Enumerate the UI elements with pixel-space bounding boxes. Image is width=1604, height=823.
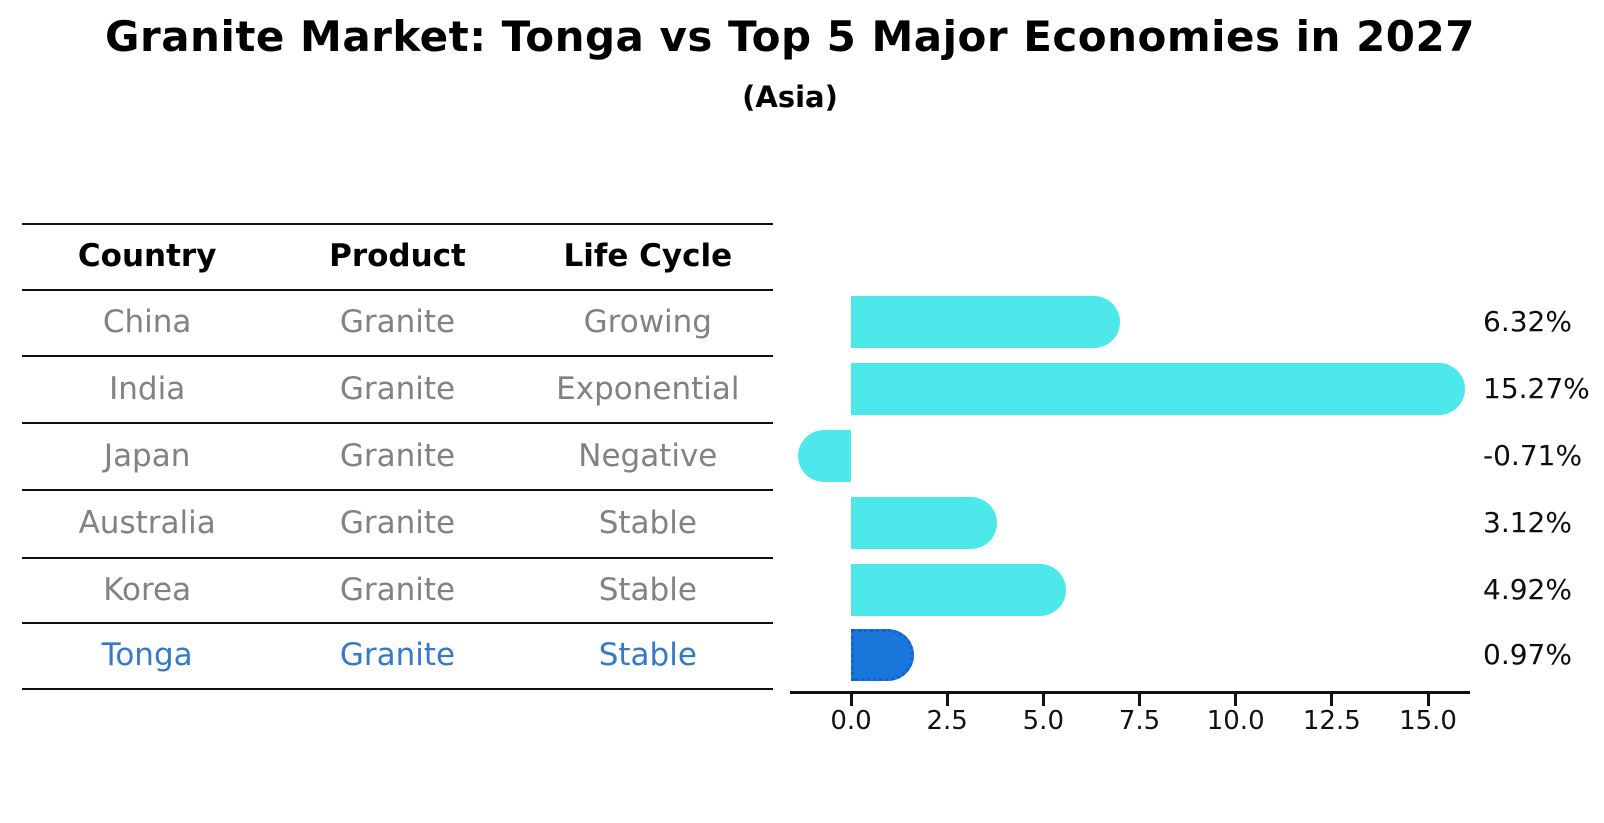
x-axis-tick [1330, 694, 1334, 706]
x-axis-tick [1041, 694, 1045, 706]
cell-country: Australia [78, 505, 216, 541]
cell-country: India [109, 370, 186, 407]
cell-life_cycle: Stable [598, 505, 697, 541]
cell-product: Granite [339, 437, 456, 474]
bar-value-label: 15.27% [1483, 371, 1590, 405]
x-axis-tick-label: 0.0 [830, 706, 872, 736]
cell-product: Granite [339, 571, 456, 608]
x-axis-line [790, 691, 1470, 694]
col-header-country: Country [77, 238, 217, 274]
bar-value-label: -0.71% [1483, 438, 1583, 472]
bar-australia [851, 497, 998, 549]
table-row: Australia Granite Stable [22, 489, 773, 557]
table-row: India Granite Exponential [22, 355, 773, 422]
cell-life_cycle: Stable [598, 571, 697, 608]
chart-title: Granite Market: Tonga vs Top 5 Major Eco… [105, 12, 1475, 61]
cell-product: Granite [339, 637, 456, 673]
x-axis-tick-label: 12.5 [1302, 706, 1361, 736]
cell-country: Korea [103, 571, 192, 608]
x-axis-tick [1426, 694, 1430, 706]
table-divider [22, 355, 773, 357]
x-axis-tick [1234, 694, 1238, 706]
cell-life_cycle: Stable [598, 637, 697, 673]
x-axis-tick [849, 694, 853, 706]
col-header-lifecycle: Life Cycle [563, 238, 733, 274]
table-divider [22, 688, 773, 690]
x-axis-tick-label: 15.0 [1399, 706, 1457, 736]
bar-value-label: 0.97% [1483, 638, 1572, 671]
cell-life_cycle: Growing [583, 304, 712, 340]
table-divider [22, 422, 773, 424]
bar-india [851, 362, 1465, 415]
table-divider [22, 622, 773, 624]
bar-china [851, 296, 1121, 348]
table-divider [22, 489, 773, 491]
table-row: Korea Granite Stable [22, 557, 773, 622]
x-axis-tick-label: 5.0 [1022, 706, 1064, 736]
bar-value-label: 3.12% [1483, 506, 1572, 539]
bar-japan [797, 429, 851, 482]
chart-subtitle: (Asia) [742, 80, 838, 114]
bar-value-label: 4.92% [1483, 572, 1572, 606]
x-axis-tick-label: 2.5 [926, 706, 968, 736]
cell-life_cycle: Negative [578, 437, 718, 474]
col-header-product: Product [329, 238, 466, 274]
x-axis-tick [945, 694, 949, 706]
table-row: Tonga Granite Stable [22, 622, 773, 688]
cell-country: Tonga [101, 637, 193, 673]
bar-korea [851, 563, 1067, 616]
x-axis-tick [1138, 694, 1141, 706]
bar-tonga [851, 629, 915, 681]
table-row: Japan Granite Negative [22, 422, 773, 489]
x-axis-tick-label: 10.0 [1206, 706, 1265, 736]
cell-country: Japan [103, 437, 191, 474]
table-divider [22, 557, 773, 559]
cell-product: Granite [339, 304, 456, 340]
table-row: China Granite Growing [22, 289, 773, 355]
cell-product: Granite [339, 370, 456, 407]
cell-country: China [102, 304, 192, 340]
bar-value-label: 6.32% [1483, 305, 1572, 338]
cell-life_cycle: Exponential [556, 370, 740, 407]
cell-product: Granite [339, 505, 456, 541]
table-divider [22, 223, 773, 225]
table-header-row: Country Product Life Cycle [22, 223, 773, 289]
x-axis-tick-label: 7.5 [1118, 706, 1161, 736]
table-divider [22, 289, 773, 291]
